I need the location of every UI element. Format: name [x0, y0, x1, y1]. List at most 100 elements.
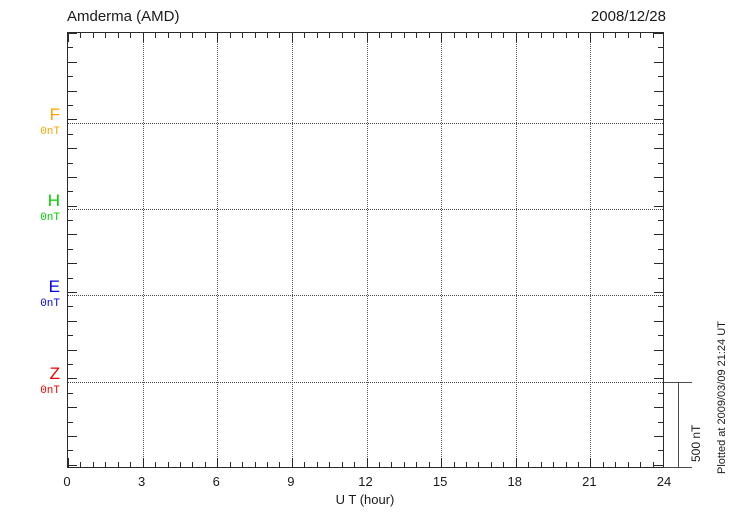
- y-axis-tick: [68, 407, 77, 409]
- y-axis-tick: [658, 306, 663, 308]
- x-axis-tick: [204, 462, 206, 467]
- y-axis-tick: [68, 421, 73, 423]
- x-axis-tick: [279, 462, 281, 467]
- y-axis-tick: [68, 104, 73, 106]
- component-value-e: 0nT: [40, 298, 60, 310]
- y-axis-tick: [658, 277, 663, 279]
- x-axis-tick: [291, 33, 293, 42]
- y-axis-tick: [68, 363, 73, 365]
- x-axis-tick: [478, 33, 480, 38]
- x-axis-tick: [192, 462, 194, 467]
- y-axis-tick: [68, 76, 73, 78]
- x-axis-tick: [490, 33, 492, 38]
- plot-area: [68, 33, 663, 467]
- x-axis-tick: [242, 33, 244, 38]
- y-axis-tick: [68, 176, 77, 178]
- x-axis-tick-label: 24: [656, 474, 672, 489]
- y-axis-tick: [68, 133, 73, 135]
- x-axis-tick: [528, 33, 530, 38]
- x-axis-tick: [341, 33, 343, 38]
- gridline-vertical: [142, 33, 144, 467]
- x-axis-tick: [503, 33, 505, 38]
- x-axis-tick: [602, 33, 604, 38]
- x-axis-tick: [117, 462, 119, 467]
- x-axis-tick-label: 21: [582, 474, 597, 489]
- y-axis-tick: [654, 464, 663, 466]
- gridline-vertical: [590, 33, 592, 467]
- x-axis-tick: [378, 33, 380, 38]
- gridline-vertical: [366, 33, 368, 467]
- x-axis-tick: [142, 458, 144, 467]
- x-axis-tick: [627, 462, 629, 467]
- x-axis-tick: [68, 33, 69, 42]
- plot-frame: [67, 32, 664, 468]
- x-axis-tick: [254, 33, 256, 38]
- x-axis-tick: [354, 33, 356, 38]
- x-axis-tick: [254, 462, 256, 467]
- x-axis-tick: [577, 33, 579, 38]
- x-axis-tick: [478, 462, 480, 467]
- x-axis-tick-label: 12: [358, 474, 373, 489]
- x-axis-tick: [640, 462, 642, 467]
- x-axis-tick: [366, 458, 368, 467]
- x-axis-tick: [130, 33, 132, 38]
- x-axis-tick: [366, 33, 368, 42]
- y-axis-tick: [658, 191, 663, 193]
- x-axis-tick: [341, 462, 343, 467]
- y-axis-tick: [68, 277, 73, 279]
- y-axis-tick: [658, 450, 663, 452]
- x-axis-tick: [528, 462, 530, 467]
- x-axis-tick: [540, 462, 542, 467]
- x-axis-tick: [403, 462, 405, 467]
- component-letter-e: E: [48, 277, 60, 296]
- component-label-f: F 0nT: [16, 106, 60, 139]
- y-axis-tick: [654, 176, 663, 178]
- y-axis-tick: [68, 90, 77, 92]
- gridline-baseline-h: [68, 209, 663, 210]
- y-axis-tick: [654, 378, 663, 380]
- y-axis-tick: [68, 191, 73, 193]
- x-axis-tick: [515, 458, 517, 467]
- x-axis-tick: [466, 33, 467, 38]
- x-axis-tick: [267, 462, 268, 467]
- y-axis-tick: [68, 435, 77, 437]
- y-axis-tick: [68, 234, 77, 236]
- x-axis-tick: [204, 33, 206, 38]
- scale-bar-cap-top: [664, 382, 692, 384]
- x-axis-tick: [652, 462, 654, 467]
- scale-bar-label: 500 nT: [689, 424, 703, 462]
- x-axis-tick: [615, 462, 617, 467]
- y-axis-tick: [68, 378, 77, 380]
- y-axis-tick: [658, 104, 663, 106]
- x-axis-tick: [92, 33, 94, 38]
- component-value-f: 0nT: [40, 126, 60, 138]
- y-axis-tick: [658, 248, 663, 250]
- x-axis-tick: [179, 33, 181, 38]
- y-axis-tick: [68, 205, 77, 207]
- y-axis-tick: [654, 119, 663, 121]
- x-axis-tick: [316, 462, 318, 467]
- x-axis-tick: [403, 33, 405, 38]
- x-axis-tick: [615, 33, 617, 38]
- gridline-vertical: [441, 33, 443, 467]
- y-axis-tick: [68, 47, 73, 49]
- x-axis-tick: [652, 33, 654, 38]
- x-axis-tick: [192, 33, 194, 38]
- x-axis-tick: [416, 33, 418, 38]
- x-axis-tick: [80, 462, 82, 467]
- x-axis-tick: [179, 462, 181, 467]
- y-axis-tick: [68, 263, 77, 265]
- y-axis-tick: [68, 148, 77, 150]
- x-axis-tick: [267, 33, 268, 38]
- x-axis-tick: [155, 462, 157, 467]
- y-axis-tick: [68, 220, 73, 222]
- x-axis-tick: [490, 462, 492, 467]
- y-axis-tick: [654, 407, 663, 409]
- y-axis-tick: [68, 450, 73, 452]
- x-axis-tick: [167, 33, 169, 38]
- scale-bar-cap-bottom: [664, 466, 692, 468]
- y-axis-tick: [658, 76, 663, 78]
- x-axis-tick: [391, 33, 393, 38]
- x-axis-tick: [229, 33, 231, 38]
